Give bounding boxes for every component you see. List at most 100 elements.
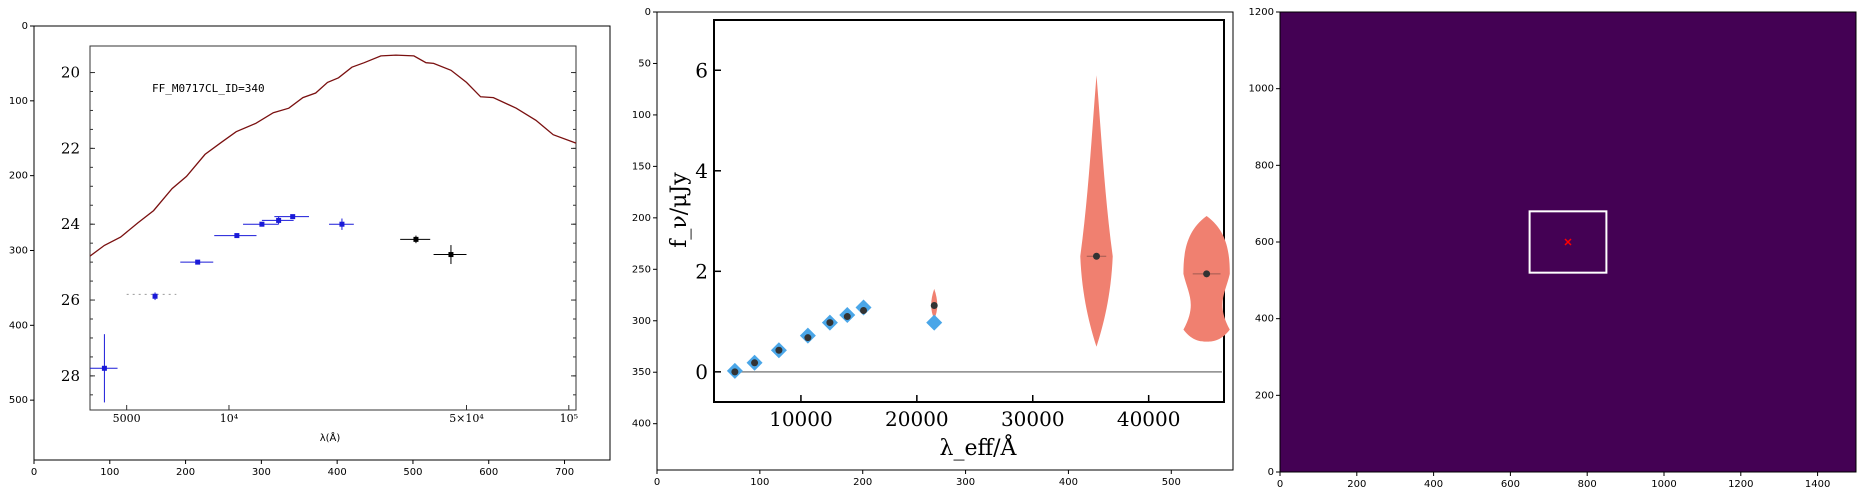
right-panel: 0 200 400 600 800 1000 1200 1400 0 200 400 600 800 10… bbox=[1249, 7, 1857, 490]
middle-observed-point bbox=[731, 368, 739, 376]
middle-outer-ytick-label: 0 bbox=[645, 7, 651, 18]
middle-observed-point bbox=[930, 301, 938, 309]
left-data-point bbox=[290, 214, 296, 220]
left-inner-title: FF_M0717CL_ID=340 bbox=[152, 82, 265, 95]
left-outer-ytick-label: 200 bbox=[9, 171, 28, 182]
right-heatmap: 0 200 400 600 800 1000 1200 1400 0 200 400 600 800 10… bbox=[1249, 7, 1857, 490]
left-outer-ytick-label: 100 bbox=[9, 96, 28, 107]
middle-outer-xtick-label: 100 bbox=[750, 477, 769, 488]
left-outer-xtick-label: 600 bbox=[479, 467, 498, 478]
middle-observed-point bbox=[1093, 252, 1100, 260]
left-data-point bbox=[152, 293, 158, 299]
middle-inner-xtick-label: 20000 bbox=[885, 407, 949, 431]
middle-violin bbox=[1183, 216, 1230, 342]
left-data-point bbox=[234, 233, 240, 239]
right-ytick-label: 0 bbox=[1268, 467, 1274, 478]
left-outer-xtick-label: 500 bbox=[403, 467, 422, 478]
left-inner-ytick-label: 26 bbox=[61, 291, 80, 309]
middle-panel: 0 100 200 300 400 500050100150200250300350400… bbox=[632, 7, 1234, 488]
left-data-point bbox=[259, 221, 265, 227]
middle-outer-ytick-label: 100 bbox=[632, 110, 651, 121]
left-outer-ytick-label: 0 bbox=[22, 21, 28, 32]
right-ytick-label: 600 bbox=[1255, 237, 1274, 248]
left-inner-frame bbox=[89, 45, 577, 411]
right-ytick-label: 1200 bbox=[1249, 7, 1274, 18]
right-ytick-label: 400 bbox=[1255, 314, 1274, 325]
left-data-point bbox=[413, 236, 419, 242]
middle-outer-xtick-label: 300 bbox=[956, 477, 975, 488]
template-spectrum-line bbox=[89, 54, 577, 257]
right-selection-box bbox=[1528, 210, 1608, 274]
middle-observed-point bbox=[860, 307, 868, 315]
left-data-point bbox=[101, 365, 107, 371]
right-xtick-label: 400 bbox=[1424, 479, 1443, 490]
left-data-point bbox=[195, 259, 201, 265]
left-outer-xtick-label: 200 bbox=[176, 467, 195, 478]
right-xtick-label: 200 bbox=[1347, 479, 1366, 490]
middle-inner-xtick-label: 40000 bbox=[1117, 407, 1181, 431]
right-xtick-label: 1000 bbox=[1651, 479, 1676, 490]
middle-violin bbox=[1080, 75, 1113, 347]
middle-inner-frame bbox=[713, 19, 1225, 403]
left-inner-ytick-label: 24 bbox=[61, 215, 80, 233]
middle-inner-ytick-label: 2 bbox=[695, 259, 708, 283]
middle-inner-ylabel: f_ν/μJy bbox=[667, 172, 692, 248]
left-inner-xtick-label: 5×10⁴ bbox=[449, 412, 484, 425]
middle-observed-point bbox=[1203, 270, 1211, 278]
left-inner-xtick-label: 10⁵ bbox=[560, 412, 578, 425]
middle-observed-point bbox=[826, 319, 834, 327]
middle-outer-xtick-label: 500 bbox=[1162, 477, 1181, 488]
left-data-point bbox=[276, 217, 282, 223]
right-xtick-label: 600 bbox=[1501, 479, 1520, 490]
left-outer-xtick-label: 300 bbox=[252, 467, 271, 478]
middle-outer-ytick-label: 300 bbox=[632, 316, 651, 327]
right-xtick-label: 800 bbox=[1578, 479, 1597, 490]
middle-outer-ytick-label: 200 bbox=[632, 213, 651, 224]
left-inner-ytick-label: 22 bbox=[61, 139, 80, 157]
right-xtick-label: 0 bbox=[1277, 479, 1283, 490]
right-ytick-label: 1000 bbox=[1249, 84, 1274, 95]
middle-outer-ytick-label: 50 bbox=[638, 58, 651, 69]
middle-inner-xtick-label: 30000 bbox=[1001, 407, 1065, 431]
left-outer-xtick-label: 0 bbox=[31, 467, 37, 478]
middle-inner-ytick-label: 4 bbox=[695, 159, 708, 183]
middle-inner-ytick-label: 0 bbox=[695, 360, 708, 384]
left-inner-ytick-label: 28 bbox=[61, 367, 80, 385]
middle-outer-ytick-label: 350 bbox=[632, 367, 651, 378]
left-inner-xtick-label: 10⁴ bbox=[220, 412, 239, 425]
right-xtick-label: 1200 bbox=[1728, 479, 1753, 490]
left-outer-ytick-label: 300 bbox=[9, 245, 28, 256]
middle-outer-ytick-label: 150 bbox=[632, 161, 651, 172]
left-inner-ytick-label: 20 bbox=[61, 64, 80, 82]
middle-inner-xlabel: λ_eff/Å bbox=[940, 433, 1018, 461]
middle-inner-xtick-label: 10000 bbox=[769, 407, 833, 431]
left-outer-xtick-label: 100 bbox=[100, 467, 119, 478]
middle-outer-ytick-label: 400 bbox=[632, 419, 651, 430]
middle-observed-point bbox=[804, 334, 812, 342]
left-inner-plot: 5000 10⁴ 5×10⁴ 10⁵ 20 22 24 26 28 bbox=[61, 54, 578, 425]
right-xtick-label: 1400 bbox=[1805, 479, 1830, 490]
middle-outer-ytick-label: 250 bbox=[632, 264, 651, 275]
right-ytick-label: 800 bbox=[1255, 160, 1274, 171]
middle-outer-xtick-label: 400 bbox=[1059, 477, 1078, 488]
right-marker-x-b bbox=[1564, 238, 1572, 246]
middle-observed-point bbox=[843, 313, 851, 321]
left-panel: 0 100 200 300 400 500 600 700 0 100 200 300 400 500 5… bbox=[9, 21, 611, 478]
left-outer-ticks: 0 100 200 300 400 500 600 700 0 100 200 300 400 500 bbox=[9, 21, 574, 478]
middle-inner-ytick-label: 6 bbox=[695, 58, 708, 82]
middle-inner-plot: 10000 20000 30000 40000 0 2 4 6 bbox=[695, 58, 1230, 431]
left-data-point bbox=[339, 221, 345, 227]
left-inner-xtick-label: 5000 bbox=[113, 412, 141, 425]
left-outer-xtick-label: 400 bbox=[328, 467, 347, 478]
middle-outer-xtick-label: 0 bbox=[654, 477, 660, 488]
left-outer-xtick-label: 700 bbox=[555, 467, 574, 478]
middle-outer-ticks: 0 100 200 300 400 500 0 50 100 150 200 250 300 350 400 bbox=[632, 7, 1181, 488]
middle-outer-xtick-label: 200 bbox=[853, 477, 872, 488]
right-ytick-label: 200 bbox=[1255, 390, 1274, 401]
middle-observed-point bbox=[775, 346, 783, 354]
middle-model-diamond bbox=[926, 314, 943, 331]
left-outer-ytick-label: 500 bbox=[9, 395, 28, 406]
left-data-point bbox=[448, 252, 454, 258]
middle-observed-point bbox=[751, 359, 759, 367]
